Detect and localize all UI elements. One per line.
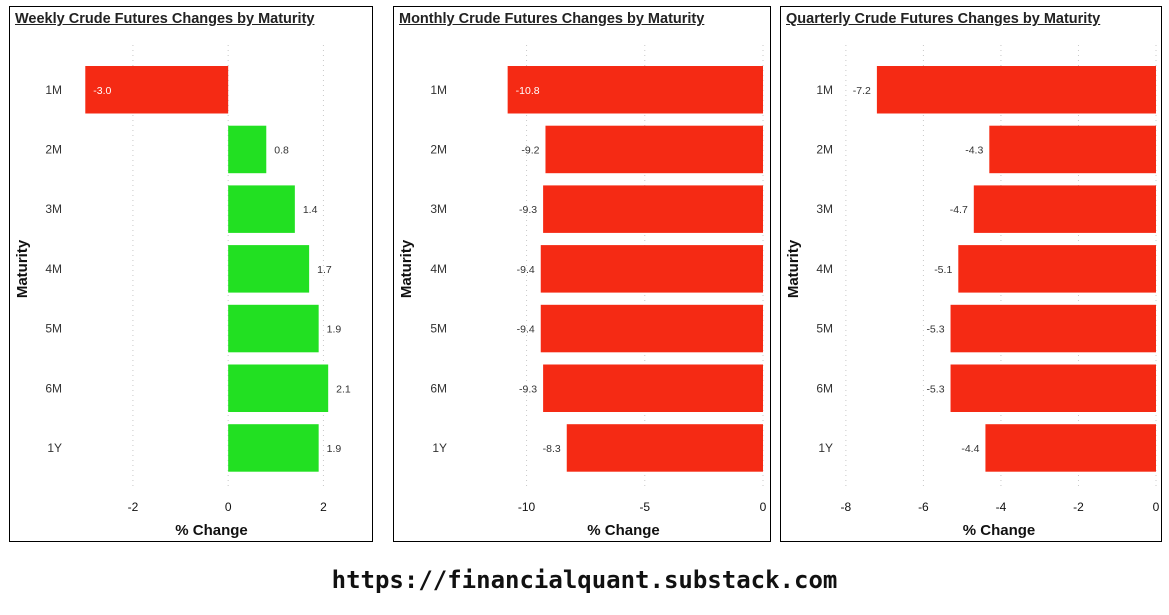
category-label: 1Y <box>432 441 447 455</box>
value-label: -4.4 <box>961 443 979 455</box>
bar <box>543 185 763 233</box>
bar <box>507 66 763 114</box>
category-label: 1Y <box>818 441 833 455</box>
x-axis-title: % Change <box>963 522 1036 539</box>
x-tick-label: -4 <box>996 500 1007 514</box>
bar <box>228 245 310 293</box>
category-label: 6M <box>816 381 833 395</box>
category-label: 6M <box>430 381 447 395</box>
value-label: -9.4 <box>517 324 535 336</box>
value-label: 1.9 <box>327 443 342 455</box>
bar <box>228 185 295 233</box>
value-label: -5.1 <box>934 264 952 276</box>
y-axis-title: Maturity <box>14 239 31 298</box>
value-label: -9.2 <box>521 144 539 156</box>
chart-title: Weekly Crude Futures Changes by Maturity <box>15 11 315 27</box>
chart-title: Monthly Crude Futures Changes by Maturit… <box>399 11 705 27</box>
category-label: 3M <box>816 202 833 216</box>
bar <box>540 304 763 353</box>
value-label: -9.3 <box>519 204 537 216</box>
weekly-chart-svg: -2 0 2 1M -3.0 2M 0.8 3M 1.4 4M 1.7 5M 1.9 6M 2.1 1Y 1.9… <box>14 45 351 539</box>
category-label: 5M <box>45 322 62 336</box>
category-label: 6M <box>45 381 62 395</box>
category-label: 5M <box>816 322 833 336</box>
x-tick-label: 0 <box>760 500 767 514</box>
weekly-chart-panel: Weekly Crude Futures Changes by Maturity… <box>9 6 373 542</box>
value-label: -4.7 <box>950 204 968 216</box>
x-tick-label: -6 <box>918 500 929 514</box>
category-label: 1M <box>430 83 447 97</box>
value-label: 0.8 <box>274 144 289 156</box>
monthly-chart-svg: -10 -5 0 1M -10.8 2M -9.2 3M -9.3 4M -9.4 5M -9.4 6M -… <box>398 45 767 539</box>
category-label: 1Y <box>47 441 62 455</box>
category-label: 3M <box>430 202 447 216</box>
category-label: 2M <box>45 142 62 156</box>
quarterly-chart-panel: Quarterly Crude Futures Changes by Matur… <box>780 6 1162 542</box>
bar <box>228 125 267 174</box>
quarterly-chart-svg: -8 -6 -4 -2 0 1M -7.2 2M -4.3 3M -4.7 4M -5.1 5M -5.3 6… <box>785 45 1160 539</box>
monthly-chart-panel: Monthly Crude Futures Changes by Maturit… <box>393 6 771 542</box>
category-label: 4M <box>430 262 447 276</box>
bar <box>950 304 1156 353</box>
category-label: 3M <box>45 202 62 216</box>
x-tick-label: -10 <box>518 500 536 514</box>
value-label: -5.3 <box>926 383 944 395</box>
value-label: -4.3 <box>965 144 983 156</box>
x-tick-label: -8 <box>841 500 852 514</box>
category-label: 2M <box>816 142 833 156</box>
bar <box>985 424 1156 472</box>
y-axis-title: Maturity <box>785 239 802 298</box>
x-axis-title: % Change <box>587 522 660 539</box>
bar <box>950 364 1156 412</box>
y-axis-title: Maturity <box>398 239 415 298</box>
value-label: -10.8 <box>516 85 540 97</box>
value-label: -7.2 <box>853 85 871 97</box>
value-label: 2.1 <box>336 383 351 395</box>
value-label: 1.4 <box>303 204 318 216</box>
category-label: 1M <box>816 83 833 97</box>
value-label: 1.7 <box>317 264 332 276</box>
x-tick-label: 0 <box>1153 500 1160 514</box>
value-label: -9.3 <box>519 383 537 395</box>
bar <box>545 125 763 174</box>
x-axis-title: % Change <box>175 522 248 539</box>
category-label: 2M <box>430 142 447 156</box>
category-label: 1M <box>45 83 62 97</box>
x-tick-label: -2 <box>1073 500 1084 514</box>
category-label: 5M <box>430 322 447 336</box>
bar <box>228 424 319 472</box>
value-label: -3.0 <box>93 85 111 97</box>
chart-title: Quarterly Crude Futures Changes by Matur… <box>786 11 1101 27</box>
bar <box>543 364 763 412</box>
bar <box>540 245 763 293</box>
bar <box>566 424 763 472</box>
category-label: 4M <box>45 262 62 276</box>
x-tick-label: 2 <box>320 500 327 514</box>
x-tick-label: -2 <box>128 500 139 514</box>
category-label: 4M <box>816 262 833 276</box>
bar <box>228 364 329 412</box>
x-tick-label: -5 <box>639 500 650 514</box>
value-label: 1.9 <box>327 324 342 336</box>
x-tick-label: 0 <box>225 500 232 514</box>
footer-url[interactable]: https://financialquant.substack.com <box>331 566 838 594</box>
bar <box>85 66 229 114</box>
bar <box>876 66 1156 114</box>
bar <box>973 185 1156 233</box>
bar <box>958 245 1156 293</box>
value-label: -8.3 <box>543 443 561 455</box>
value-label: -5.3 <box>926 324 944 336</box>
bar <box>989 125 1156 174</box>
value-label: -9.4 <box>517 264 535 276</box>
bar <box>228 304 319 353</box>
